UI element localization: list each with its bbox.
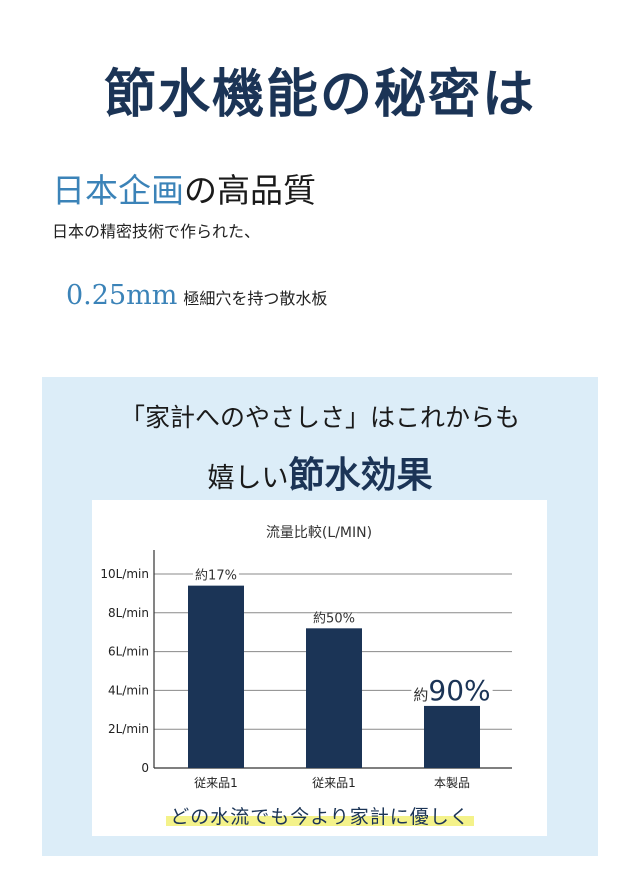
panel-subheadline-bold: 節水効果	[288, 455, 433, 496]
page-title: 節水機能の秘密は	[103, 65, 536, 125]
bar	[306, 628, 362, 768]
data-label-prefix: 約	[413, 686, 428, 704]
spec-value: 0.25mm	[66, 280, 178, 311]
data-label: 約50%	[313, 611, 355, 626]
spec-line: 0.25mm 極細穴を持つ散水板	[66, 280, 327, 311]
sub-heading-rest: の高品質	[184, 171, 316, 210]
spec-text: 極細穴を持つ散水板	[183, 289, 328, 308]
data-label: 約17%	[195, 569, 237, 584]
data-label: 約90%	[413, 674, 490, 707]
description-text: 日本の精密技術で作られた、	[52, 222, 261, 241]
sub-heading-accent: 日本企画	[52, 171, 184, 210]
data-label-background	[193, 570, 239, 582]
y-tick-label: 2L/min	[108, 722, 149, 736]
data-label-value: 90%	[428, 674, 490, 707]
data-label-prefix: 約	[195, 569, 208, 584]
panel-subheadline-normal: 嬉しい	[207, 463, 289, 494]
sub-heading: 日本企画の高品質	[52, 164, 316, 212]
y-tick-label: 0	[141, 761, 149, 775]
panel-subheadline: 嬉しい節水効果	[0, 446, 640, 498]
data-label-value: 17%	[208, 569, 237, 584]
flow-chart: 流量比較(L/MIN) 10L/min 8L/min 6L/min 4L/min 2L/m…	[100, 525, 512, 790]
chart-title: 流量比較(L/MIN)	[266, 525, 372, 541]
y-tick-label: 4L/min	[108, 683, 149, 697]
y-tick-label: 8L/min	[108, 606, 149, 620]
slogan: どの水流でも今より家計に優しく	[0, 802, 640, 829]
x-tick-label: 従来品1	[194, 776, 238, 790]
y-tick-label: 6L/min	[108, 645, 149, 659]
x-tick-label: 従来品1	[312, 776, 356, 790]
slogan-text: どの水流でも今より家計に優しく	[166, 806, 474, 828]
data-label-value: 50%	[326, 611, 355, 626]
bar	[424, 705, 480, 768]
chart-card: 流量比較(L/MIN) 10L/min 8L/min 6L/min 4L/min 2L/m…	[92, 500, 547, 836]
data-label-background	[411, 675, 493, 705]
data-label-prefix: 約	[313, 611, 326, 626]
panel-headline: 「家計へのやさしさ」はこれからも	[119, 403, 520, 432]
data-label-background	[311, 613, 357, 625]
y-tick-label: 10L/min	[100, 567, 149, 581]
bar	[188, 585, 244, 768]
x-tick-label: 本製品	[434, 776, 470, 790]
